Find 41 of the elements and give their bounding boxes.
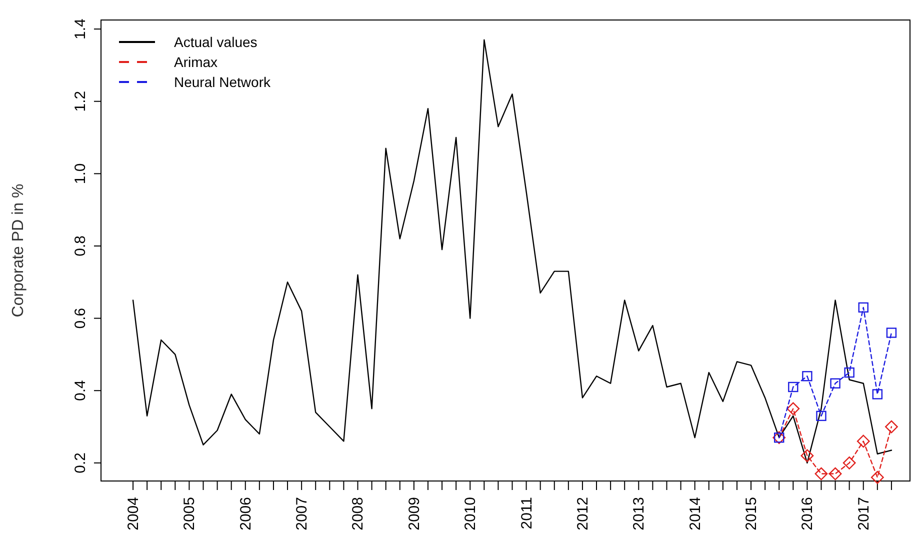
y-tick-label: 0.2 bbox=[72, 452, 89, 474]
point bbox=[828, 467, 842, 480]
y-tick-label: 0.4 bbox=[72, 380, 89, 402]
point bbox=[842, 456, 856, 470]
point bbox=[885, 420, 898, 434]
y-tick-label: 1.0 bbox=[72, 163, 89, 184]
point bbox=[830, 378, 840, 388]
point bbox=[872, 389, 883, 400]
point bbox=[816, 410, 826, 422]
x-tick-label: 2010 bbox=[462, 497, 480, 530]
x-tick-label: 2014 bbox=[686, 497, 704, 530]
x-tick-label: 2017 bbox=[855, 497, 872, 530]
y-tick-label: 0.8 bbox=[72, 236, 89, 256]
x-tick-label: 2004 bbox=[125, 497, 142, 530]
x-tick-label: 2005 bbox=[181, 497, 198, 530]
point bbox=[886, 328, 897, 338]
legend-label: Arimax bbox=[174, 54, 218, 70]
point bbox=[786, 402, 800, 416]
legend-label: Actual values bbox=[174, 34, 258, 50]
y-tick-label: 1.2 bbox=[72, 90, 89, 112]
y-axis-title: Corporate PD in % bbox=[10, 184, 27, 318]
point bbox=[788, 382, 798, 392]
point bbox=[856, 434, 870, 448]
x-tick-label: 2015 bbox=[743, 497, 760, 530]
x-tick-label: 2007 bbox=[294, 497, 311, 530]
x-tick-label: 2013 bbox=[630, 497, 648, 530]
point bbox=[800, 449, 814, 462]
point bbox=[814, 467, 828, 480]
x-tick-label: 2008 bbox=[350, 497, 367, 530]
x-tick-label: 2011 bbox=[518, 497, 536, 530]
x-tick-label: 2016 bbox=[799, 497, 816, 530]
y-tick-label: 0.6 bbox=[72, 308, 89, 329]
point bbox=[802, 371, 812, 382]
point bbox=[844, 367, 854, 378]
x-tick-label: 2009 bbox=[406, 497, 423, 530]
point bbox=[858, 302, 868, 313]
x-tick-label: 2006 bbox=[237, 497, 254, 530]
y-tick-label: 1.4 bbox=[72, 18, 89, 40]
point bbox=[870, 470, 884, 484]
legend-label: Neural Network bbox=[174, 74, 272, 90]
x-tick-label: 2012 bbox=[574, 497, 592, 530]
